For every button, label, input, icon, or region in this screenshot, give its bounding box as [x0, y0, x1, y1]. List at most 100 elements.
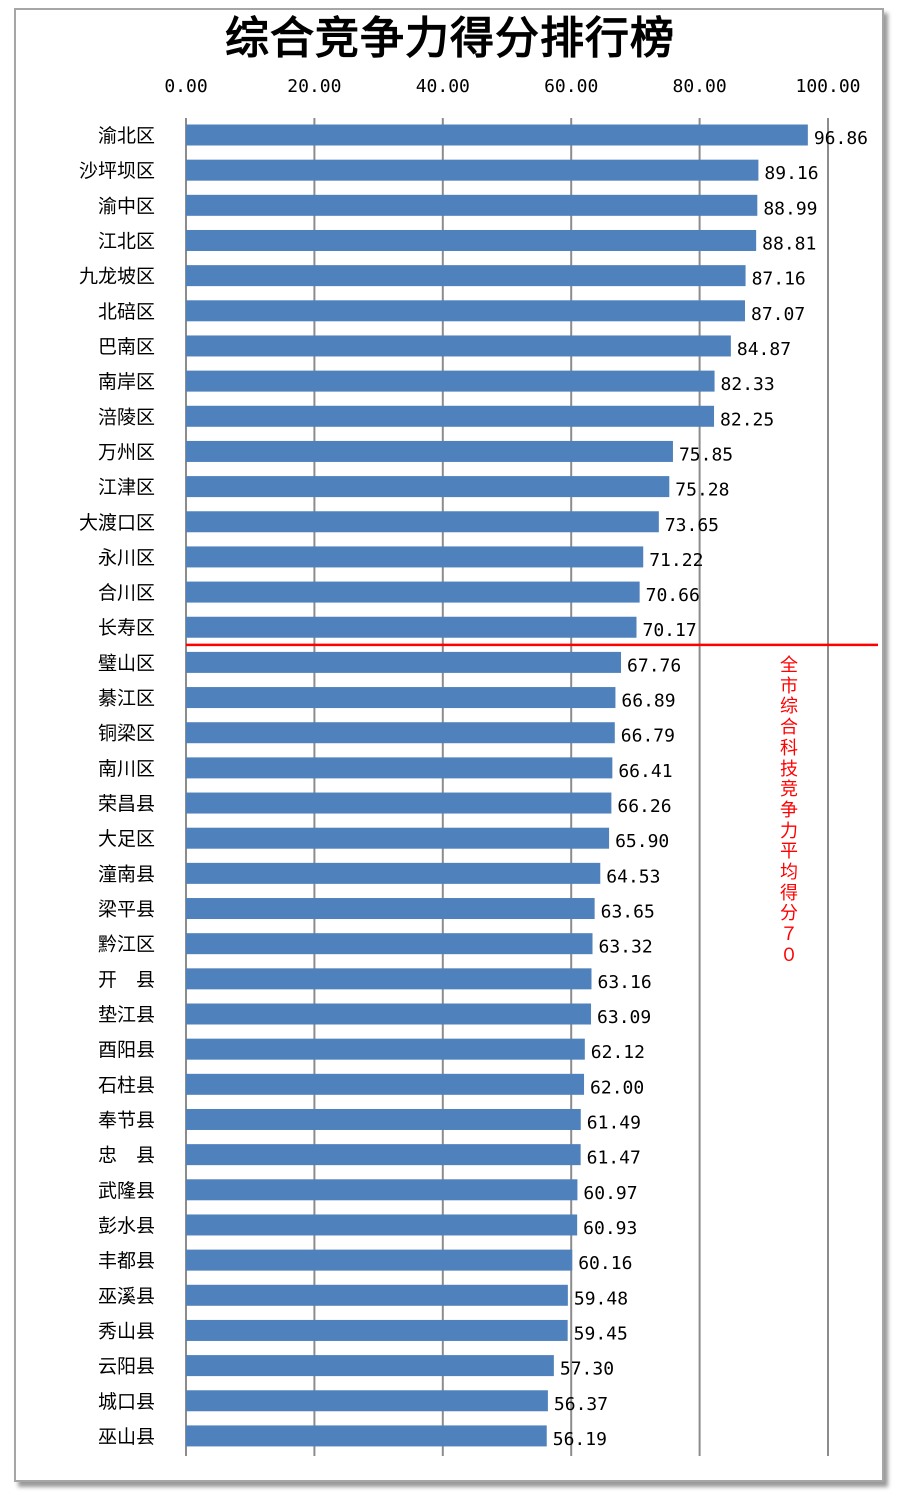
- category-label: 梁平县: [98, 899, 155, 921]
- category-label: 巫溪县: [98, 1285, 155, 1307]
- data-label: 66.26: [617, 796, 671, 817]
- category-label: 酉阳县: [98, 1039, 155, 1061]
- bar: [186, 933, 593, 955]
- data-label: 66.89: [621, 691, 675, 712]
- category-label: 沙坪坝区: [79, 160, 155, 182]
- bar: [186, 968, 592, 990]
- data-label: 70.66: [646, 585, 700, 606]
- category-label: 石柱县: [98, 1074, 155, 1096]
- category-label: 渝中区: [98, 195, 155, 217]
- x-tick-label: 40.00: [416, 76, 470, 97]
- data-label: 87.07: [751, 304, 805, 325]
- data-label: 64.53: [606, 866, 660, 887]
- category-label: 彭水县: [98, 1215, 155, 1237]
- bar: [186, 581, 640, 603]
- bar: [186, 265, 746, 287]
- category-label: 南川区: [98, 758, 155, 780]
- data-label: 56.19: [553, 1429, 607, 1450]
- data-label: 62.12: [591, 1042, 645, 1063]
- data-label: 75.85: [679, 444, 733, 465]
- data-label: 63.09: [597, 1007, 651, 1028]
- bar: [186, 687, 616, 709]
- data-label: 63.65: [601, 902, 655, 923]
- bar: [186, 1073, 585, 1095]
- bar: [186, 757, 613, 779]
- category-label: 黔江区: [98, 934, 155, 956]
- data-label: 57.30: [560, 1359, 614, 1380]
- bar: [186, 405, 715, 427]
- bar: [186, 898, 595, 920]
- bar: [186, 335, 731, 357]
- data-label: 63.16: [597, 972, 651, 993]
- category-label: 奉节县: [98, 1109, 155, 1131]
- data-label: 82.33: [721, 374, 775, 395]
- bar: [186, 1355, 554, 1377]
- category-label: 璧山区: [98, 652, 155, 674]
- average-score-annotation: 全市综合科技竞争力平均得分７０: [780, 655, 798, 966]
- bar: [186, 1390, 548, 1412]
- category-label: 秀山县: [98, 1320, 155, 1342]
- category-label: 丰都县: [98, 1250, 155, 1272]
- category-label: 潼南县: [98, 863, 155, 885]
- x-tick-label: 20.00: [287, 76, 341, 97]
- bar: [186, 616, 637, 638]
- data-label: 88.81: [762, 233, 816, 254]
- bar: [186, 651, 622, 673]
- category-label: 南岸区: [98, 371, 155, 393]
- bar: [186, 1249, 573, 1271]
- category-label: 垫江县: [98, 1004, 155, 1026]
- data-label: 96.86: [814, 128, 868, 149]
- data-label: 82.25: [720, 409, 774, 430]
- bar: [186, 1425, 547, 1447]
- data-label: 60.93: [583, 1218, 637, 1239]
- category-label: 城口县: [98, 1391, 155, 1413]
- category-label: 涪陵区: [98, 406, 155, 428]
- data-label: 61.47: [587, 1148, 641, 1169]
- data-label: 87.16: [752, 269, 806, 290]
- bar: [186, 194, 758, 216]
- category-label: 大渡口区: [79, 512, 155, 534]
- bar: [186, 1108, 581, 1130]
- data-label: 89.16: [764, 163, 818, 184]
- x-tick-label: 60.00: [544, 76, 598, 97]
- data-label: 67.76: [627, 655, 681, 676]
- x-tick-label: 100.00: [795, 76, 860, 97]
- bar: [186, 1179, 578, 1201]
- bar: [186, 1003, 592, 1025]
- data-label: 63.32: [599, 937, 653, 958]
- category-label: 九龙坡区: [79, 266, 155, 288]
- data-label: 88.99: [763, 198, 817, 219]
- bar: [186, 229, 757, 251]
- data-label: 66.41: [618, 761, 672, 782]
- x-tick-label: 80.00: [673, 76, 727, 97]
- data-label: 59.45: [574, 1323, 628, 1344]
- bar: [186, 546, 644, 568]
- category-label: 长寿区: [98, 617, 155, 639]
- bar: [186, 827, 610, 849]
- category-label: 大足区: [98, 828, 155, 850]
- category-label: 云阳县: [98, 1356, 155, 1378]
- data-label: 75.28: [675, 480, 729, 501]
- bar: [186, 159, 759, 181]
- bar: [186, 862, 601, 884]
- bar: [186, 370, 715, 392]
- bar: [186, 511, 659, 533]
- category-label: 万州区: [98, 441, 155, 463]
- bar: [186, 1038, 585, 1060]
- bar: [186, 722, 615, 744]
- category-label: 渝北区: [98, 125, 155, 147]
- data-label: 70.17: [642, 620, 696, 641]
- data-label: 61.49: [587, 1112, 641, 1133]
- category-label: 北碚区: [98, 301, 155, 323]
- category-label: 合川区: [98, 582, 155, 604]
- data-label: 59.48: [574, 1288, 628, 1309]
- bar: [186, 1284, 568, 1306]
- category-label: 武隆县: [98, 1180, 155, 1202]
- bar: [186, 792, 612, 814]
- category-label: 铜梁区: [98, 723, 155, 745]
- bar: [186, 476, 670, 498]
- category-label: 巫山县: [98, 1426, 155, 1448]
- data-label: 65.90: [615, 831, 669, 852]
- chart-title: 综合竞争力得分排行榜: [225, 13, 675, 64]
- data-label: 60.16: [578, 1253, 632, 1274]
